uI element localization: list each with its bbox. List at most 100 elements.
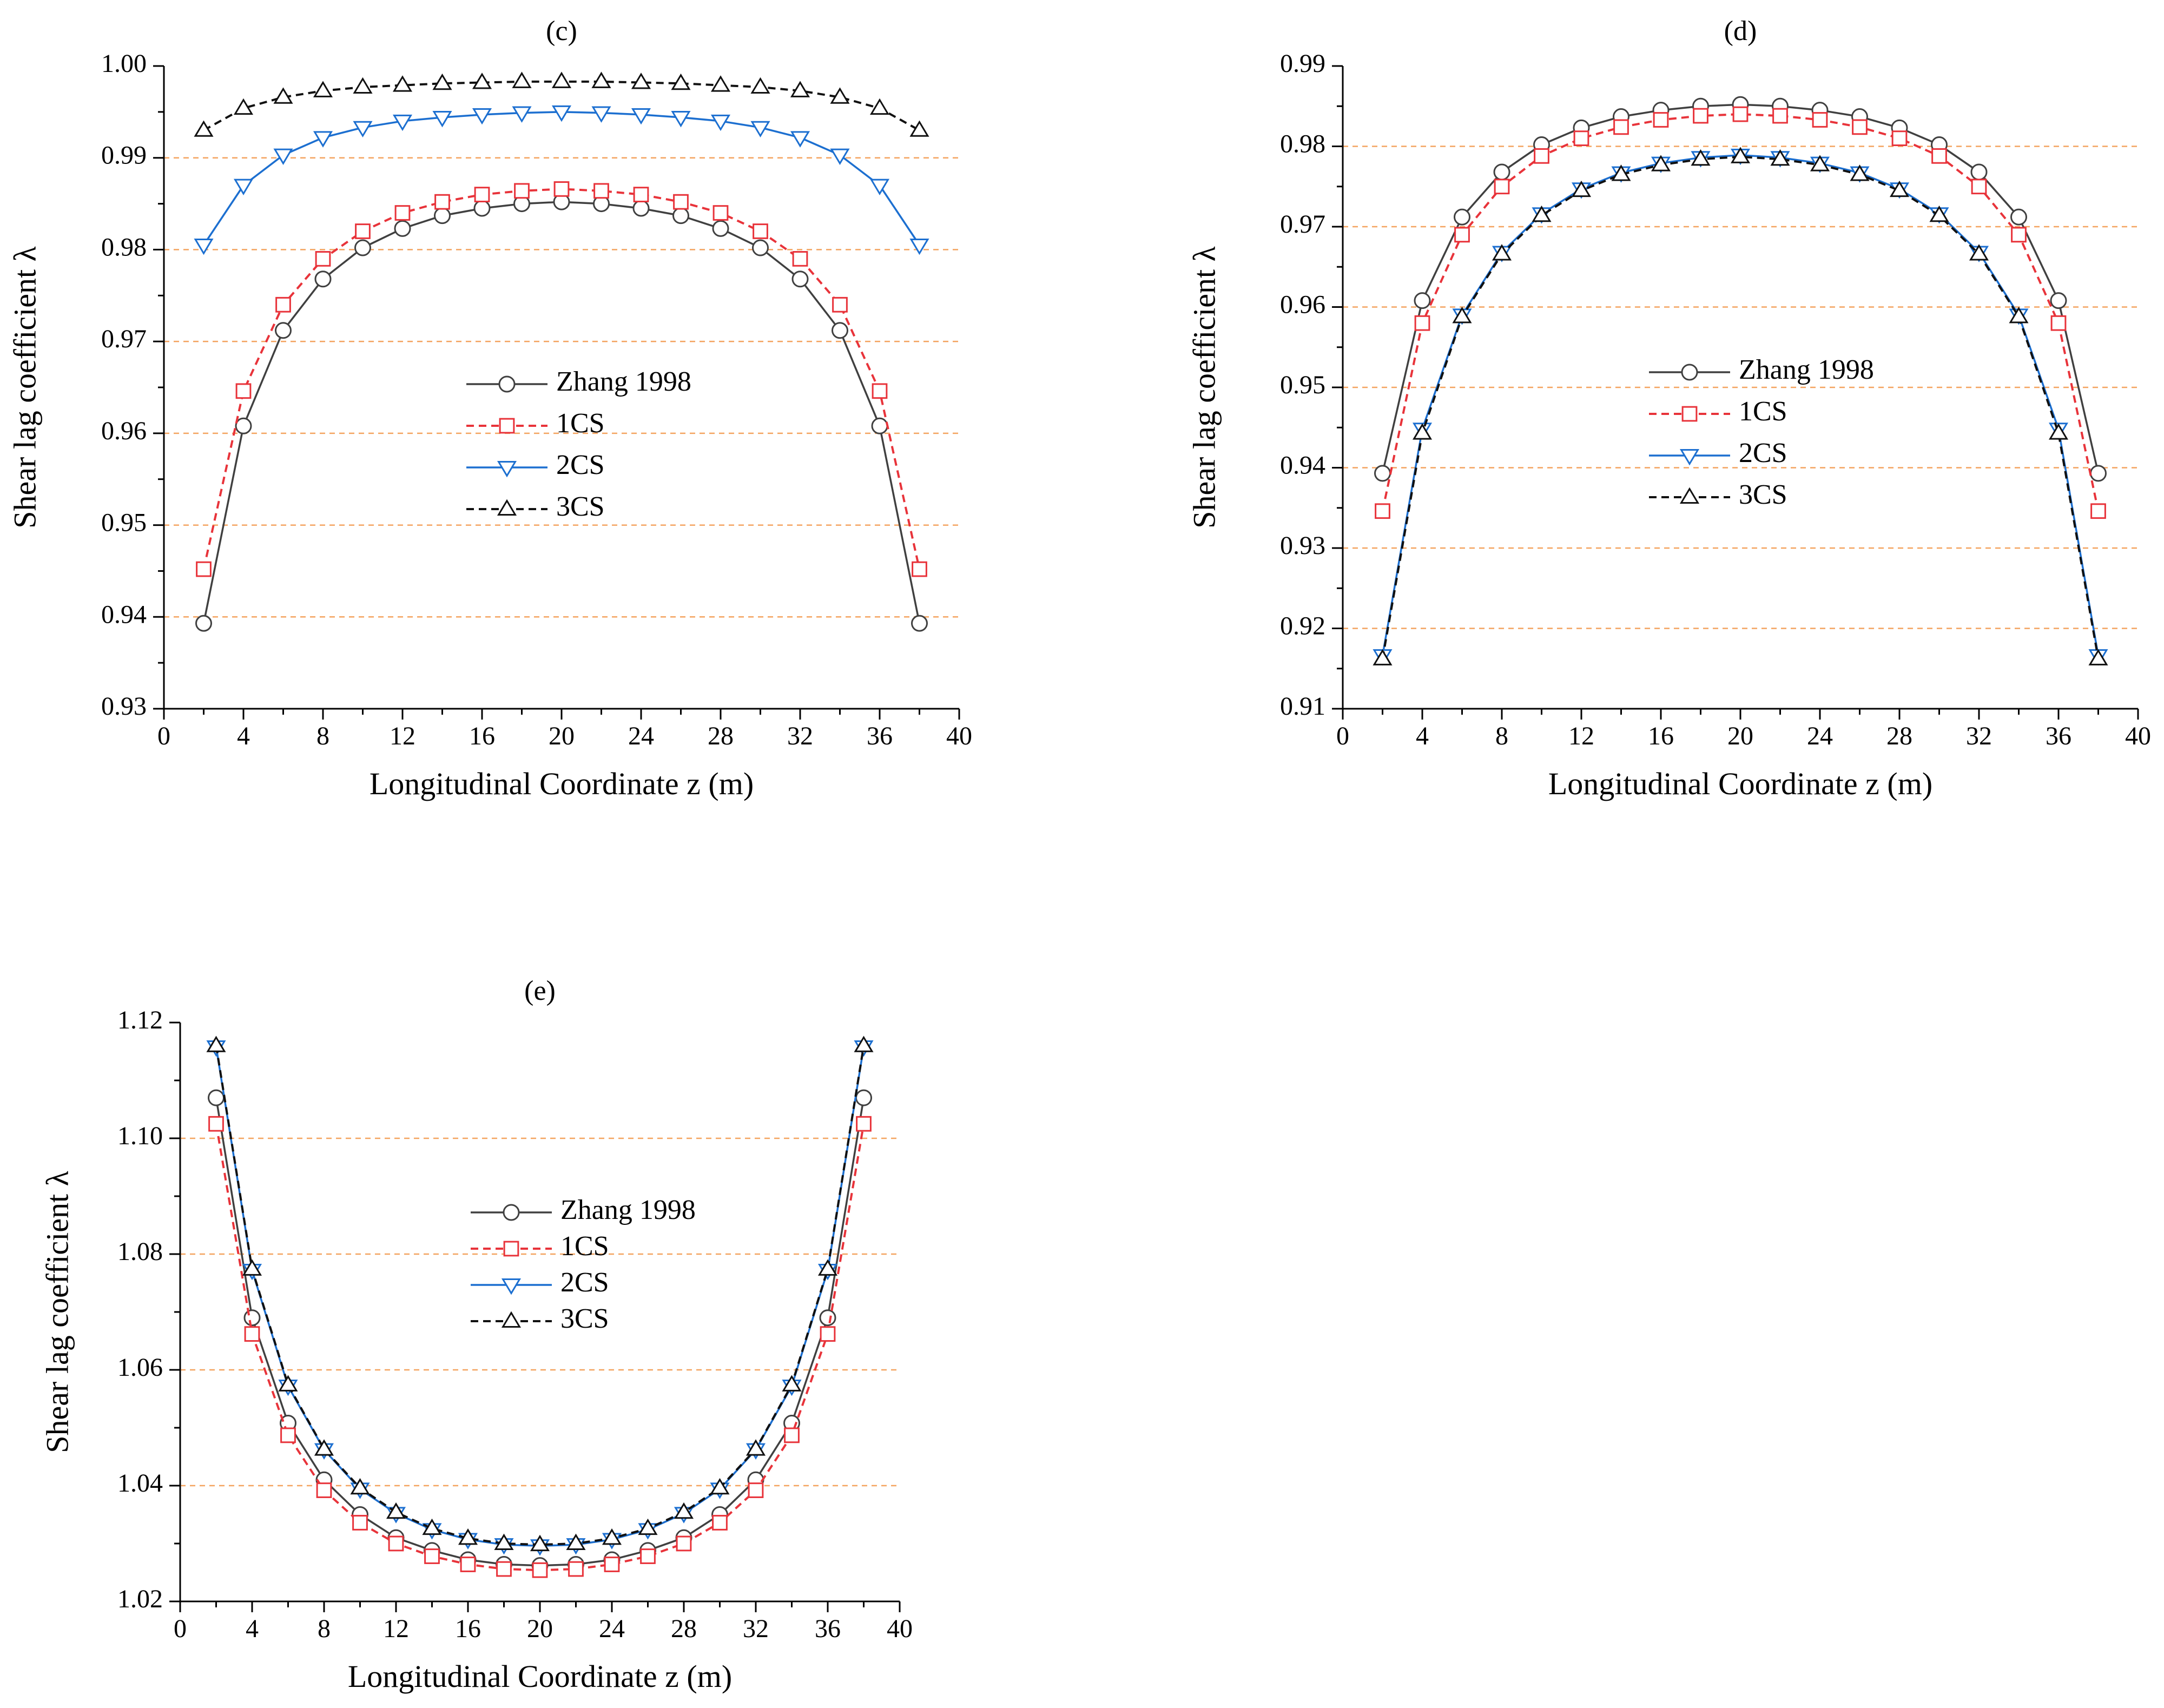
y-tick-label: 1.10 (117, 1122, 163, 1150)
data-point (1810, 155, 1830, 172)
legend-marker-cs1 (499, 418, 515, 434)
legend-marker-cs3 (501, 1311, 522, 1328)
data-point (1454, 208, 1470, 226)
x-tick-label: 12 (1568, 722, 1594, 750)
data-point (1693, 108, 1708, 124)
data-point (1889, 180, 1910, 197)
data-point (353, 121, 373, 138)
data-point (2010, 208, 2027, 226)
series-line (215, 1097, 865, 1567)
data-point (353, 77, 373, 94)
legend-label-cs2: 2CS (556, 450, 605, 480)
data-point (1812, 112, 1828, 128)
data-point (671, 73, 691, 90)
x-tick-label: 12 (383, 1614, 409, 1643)
data-point (1452, 306, 1472, 324)
data-point (474, 187, 490, 202)
data-point (1414, 292, 1431, 309)
x-tick-label: 24 (599, 1614, 625, 1643)
x-tick-label: 28 (1886, 722, 1912, 750)
y-tick-label: 0.96 (1280, 291, 1325, 319)
data-point (275, 322, 292, 339)
y-tick-label: 0.92 (1280, 612, 1325, 641)
x-tick-label: 36 (867, 722, 893, 750)
data-point (392, 75, 413, 92)
x-tick-label: 20 (1727, 722, 1753, 750)
data-point (1770, 149, 1790, 166)
data-point (394, 205, 411, 221)
x-tick-label: 36 (815, 1614, 841, 1643)
data-point (196, 561, 212, 577)
x-tick-label: 8 (316, 722, 329, 750)
data-point (1651, 155, 1671, 172)
legend-marker-cs1 (1681, 406, 1698, 422)
legend-label-zhang: Zhang 1998 (556, 366, 691, 397)
legend-marker-cs2 (501, 1278, 522, 1295)
data-point (553, 181, 570, 197)
data-point (871, 417, 888, 434)
data-point (745, 1439, 766, 1456)
data-point (2090, 503, 2106, 519)
data-point (632, 200, 650, 217)
data-point (472, 108, 492, 125)
series-cs2 (206, 1040, 874, 1556)
data-point (791, 271, 809, 288)
data-point (273, 87, 293, 104)
series-line (203, 111, 920, 246)
data-point (1492, 244, 1512, 261)
data-point (458, 1528, 478, 1545)
data-point (2011, 227, 2027, 243)
y-tick-label: 0.94 (101, 600, 147, 629)
data-point (313, 131, 333, 148)
data-point (1730, 147, 1751, 163)
data-point (710, 114, 731, 131)
data-point (855, 1089, 872, 1106)
data-point (631, 108, 651, 125)
x-tick-label: 28 (671, 1614, 697, 1643)
x-axis-title: Longitudinal Coordinate z (m) (348, 1659, 732, 1694)
data-point (512, 71, 532, 88)
data-point (208, 1089, 225, 1106)
y-tick-label: 1.04 (117, 1469, 163, 1498)
x-tick-label: 40 (887, 1614, 913, 1643)
legend-label-cs1: 1CS (556, 408, 605, 439)
data-point (1613, 119, 1629, 135)
data-point (392, 114, 413, 131)
data-point (530, 1534, 550, 1552)
data-point (1532, 205, 1552, 222)
x-tick-label: 8 (318, 1614, 331, 1643)
y-tick-label: 1.00 (101, 49, 147, 78)
chart-panel-e: (e) 0 4 8 12 16 20 24 28 32 36 40 1.02 1.04 1.06 1.08 1.… (39, 975, 913, 1694)
data-point (832, 296, 848, 313)
legend-marker-cs3 (497, 499, 517, 516)
data-point (1374, 465, 1391, 482)
data-point (386, 1502, 406, 1519)
data-point (869, 98, 890, 115)
series-cs1 (1375, 106, 2106, 519)
panel-title: (c) (546, 16, 577, 47)
data-point (673, 194, 689, 210)
y-tick-label: 0.97 (101, 325, 147, 353)
data-point (568, 1561, 584, 1577)
x-tick-label: 40 (2125, 722, 2151, 750)
legend-marker-zhang (498, 375, 516, 393)
y-tick-label: 0.93 (101, 692, 147, 721)
data-point (1691, 149, 1711, 166)
data-point (314, 271, 332, 288)
data-point (551, 105, 572, 122)
data-point (1412, 423, 1433, 440)
legend-marker-cs2 (497, 461, 517, 478)
data-point (912, 561, 927, 577)
data-point (712, 220, 729, 237)
data-point (1931, 148, 1947, 164)
x-tick-label: 20 (527, 1614, 553, 1643)
data-point (514, 183, 530, 199)
data-point (208, 1116, 224, 1132)
data-point (314, 1439, 334, 1456)
data-point (750, 121, 770, 138)
data-point (512, 106, 532, 123)
data-point (244, 1326, 260, 1342)
data-point (1929, 205, 1949, 222)
data-point (854, 1036, 874, 1052)
data-point (1611, 164, 1631, 181)
